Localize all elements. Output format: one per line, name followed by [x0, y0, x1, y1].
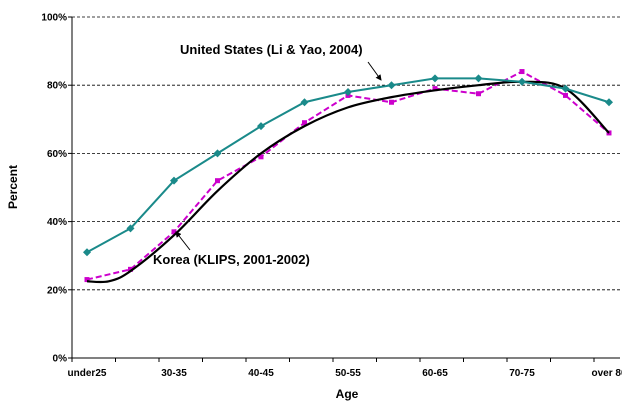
- korea-point: [258, 154, 264, 160]
- us-line: [86, 77, 610, 254]
- us-point: [213, 149, 222, 158]
- annotation-korea-label: Korea (KLIPS, 2001-2002): [153, 252, 310, 267]
- annotation-us-label: United States (Li & Yao, 2004): [180, 42, 363, 57]
- korea-point: [84, 277, 90, 283]
- korea-point: [563, 92, 568, 98]
- us-point: [83, 248, 91, 257]
- us-point: [300, 98, 309, 107]
- x-axis-title: Age: [336, 387, 359, 401]
- x-tick-label: 30-35: [161, 368, 187, 379]
- y-tick-label: 40%: [47, 217, 67, 228]
- annotation-us: United States (Li & Yao, 2004): [180, 42, 382, 81]
- us-point: [344, 88, 352, 97]
- x-tick-label: 50-55: [335, 368, 361, 379]
- korea-point: [215, 178, 220, 184]
- us-point: [387, 81, 396, 90]
- x-tick-label: over 80: [591, 368, 622, 379]
- korea-point: [171, 229, 177, 235]
- y-tick-label: 20%: [47, 285, 67, 296]
- y-tick-labels: 0% 20% 40% 60% 80% 100%: [41, 13, 67, 365]
- y-tick-label: 60%: [47, 149, 67, 160]
- korea-line: [86, 70, 610, 281]
- y-axis-title: Percent: [6, 165, 20, 209]
- korea-point: [476, 91, 481, 97]
- us-point: [431, 74, 439, 83]
- x-tick-labels: under25 30-35 40-45 50-55 60-65 70-75 over 80: [68, 368, 622, 379]
- korea-point: [389, 99, 394, 105]
- x-tick-label: under25: [68, 368, 107, 379]
- annotation-us-arrow: [367, 61, 382, 81]
- korea-point: [128, 266, 133, 272]
- series-layer: [83, 69, 613, 284]
- us-point: [257, 122, 265, 131]
- korea-point: [519, 69, 525, 75]
- us-point: [474, 74, 483, 83]
- us-point: [170, 176, 178, 185]
- us-point: [126, 224, 135, 233]
- y-tick-label: 100%: [41, 13, 67, 24]
- us-point: [518, 77, 526, 86]
- x-tick-label: 40-45: [248, 368, 274, 379]
- us-point: [561, 84, 570, 93]
- axes: [68, 16, 620, 362]
- gridlines: [72, 16, 620, 291]
- x-tick-label: 70-75: [509, 368, 535, 379]
- y-tick-label: 80%: [47, 81, 67, 92]
- us-point: [605, 98, 613, 107]
- annotation-korea-arrow: [175, 231, 191, 251]
- x-tick-label: 60-65: [422, 368, 448, 379]
- annotation-korea: Korea (KLIPS, 2001-2002): [153, 231, 310, 267]
- korea-point: [302, 120, 307, 126]
- y-tick-label: 0%: [53, 354, 68, 365]
- korea-point: [432, 86, 438, 92]
